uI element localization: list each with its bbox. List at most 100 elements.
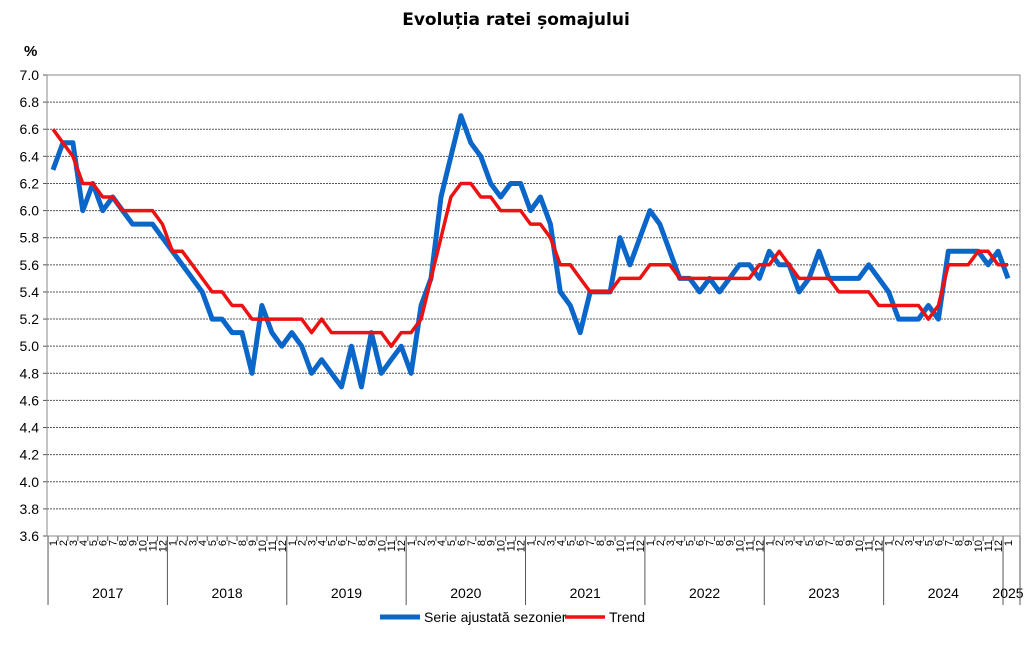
month-label: 3 bbox=[307, 540, 319, 546]
month-label: 9 bbox=[963, 540, 975, 546]
month-label: 2 bbox=[177, 540, 189, 546]
month-label: 8 bbox=[953, 540, 965, 546]
y-axis-label: % bbox=[24, 43, 37, 60]
y-tick-label: 4.0 bbox=[20, 474, 40, 490]
month-label: 2 bbox=[774, 540, 786, 546]
series-line-seasonally-adjusted bbox=[50, 113, 1011, 390]
month-label: 1 bbox=[884, 540, 896, 546]
month-label: 3 bbox=[426, 540, 438, 546]
month-label: 7 bbox=[585, 540, 597, 546]
month-label: 8 bbox=[476, 540, 488, 546]
month-label: 9 bbox=[366, 540, 378, 546]
month-label: 4 bbox=[794, 540, 806, 546]
month-label: 1 bbox=[48, 540, 60, 546]
year-label: 2019 bbox=[331, 585, 362, 601]
month-label: 8 bbox=[237, 540, 249, 546]
month-label: 3 bbox=[665, 540, 677, 546]
month-label: 2 bbox=[535, 540, 547, 546]
month-label: 5 bbox=[685, 540, 697, 546]
month-label: 6 bbox=[217, 540, 229, 546]
month-label: 11 bbox=[744, 540, 756, 551]
month-label: 5 bbox=[804, 540, 816, 546]
month-label: 11 bbox=[983, 540, 995, 551]
month-label: 10 bbox=[615, 540, 627, 552]
month-label: 3 bbox=[904, 540, 916, 546]
month-label: 4 bbox=[555, 540, 567, 546]
month-label: 2 bbox=[655, 540, 667, 546]
y-tick-label: 5.0 bbox=[20, 338, 40, 354]
month-label: 7 bbox=[227, 540, 239, 546]
month-label: 5 bbox=[88, 540, 100, 546]
month-label: 5 bbox=[207, 540, 219, 546]
month-label: 1 bbox=[526, 540, 538, 546]
month-label: 3 bbox=[68, 540, 80, 546]
month-label: 1 bbox=[167, 540, 179, 546]
legend: Serie ajustată sezonier Trend bbox=[380, 609, 645, 625]
y-tick-label: 3.6 bbox=[20, 528, 40, 544]
legend-label: Trend bbox=[609, 609, 645, 625]
month-label: 3 bbox=[784, 540, 796, 546]
month-label: 2 bbox=[894, 540, 906, 546]
month-label: 12 bbox=[396, 540, 408, 552]
month-label: 12 bbox=[874, 540, 886, 552]
legend-label: Serie ajustată sezonier bbox=[424, 609, 567, 625]
month-label: 10 bbox=[138, 540, 150, 552]
chart-title: Evoluția ratei șomajului bbox=[402, 10, 630, 30]
month-label: 12 bbox=[635, 540, 647, 552]
month-label: 10 bbox=[973, 540, 985, 552]
month-label: 11 bbox=[506, 540, 518, 551]
month-label: 3 bbox=[187, 540, 199, 546]
month-label: 4 bbox=[197, 540, 209, 546]
month-label: 4 bbox=[436, 540, 448, 546]
month-label: 10 bbox=[376, 540, 388, 552]
month-label: 3 bbox=[545, 540, 557, 546]
month-label: 2 bbox=[416, 540, 428, 546]
month-label: 9 bbox=[486, 540, 498, 546]
month-label: 1 bbox=[764, 540, 776, 546]
year-label: 2021 bbox=[570, 585, 601, 601]
month-label: 1 bbox=[645, 540, 657, 546]
month-label: 4 bbox=[78, 540, 90, 546]
month-label: 7 bbox=[824, 540, 836, 546]
y-tick-label: 3.8 bbox=[20, 501, 40, 517]
month-label: 8 bbox=[356, 540, 368, 546]
year-label: 2017 bbox=[92, 585, 123, 601]
month-label: 6 bbox=[575, 540, 587, 546]
y-tick-label: 5.8 bbox=[20, 230, 40, 246]
year-label: 2020 bbox=[450, 585, 481, 601]
month-label: 7 bbox=[346, 540, 358, 546]
month-label: 4 bbox=[675, 540, 687, 546]
y-tick-label: 4.8 bbox=[20, 365, 40, 381]
month-label: 8 bbox=[595, 540, 607, 546]
year-label: 2024 bbox=[928, 585, 959, 601]
month-label: 11 bbox=[864, 540, 876, 551]
month-label: 4 bbox=[913, 540, 925, 546]
month-label: 5 bbox=[565, 540, 577, 546]
month-label: 8 bbox=[834, 540, 846, 546]
y-tick-label: 5.2 bbox=[20, 311, 40, 327]
month-label: 4 bbox=[317, 540, 329, 546]
month-label: 5 bbox=[923, 540, 935, 546]
y-tick-label: 4.6 bbox=[20, 392, 40, 408]
y-tick-label: 6.6 bbox=[20, 121, 40, 137]
y-tick-label: 6.8 bbox=[20, 94, 40, 110]
month-label: 12 bbox=[277, 540, 289, 552]
y-tick-label: 4.2 bbox=[20, 447, 40, 463]
month-label: 9 bbox=[605, 540, 617, 546]
month-label: 12 bbox=[754, 540, 766, 552]
y-tick-label: 4.4 bbox=[20, 420, 40, 436]
month-label: 10 bbox=[854, 540, 866, 552]
month-label: 11 bbox=[386, 540, 398, 551]
month-label: 5 bbox=[327, 540, 339, 546]
month-label: 9 bbox=[844, 540, 856, 546]
month-label: 11 bbox=[147, 540, 159, 551]
month-label: 7 bbox=[108, 540, 120, 546]
month-label: 12 bbox=[993, 540, 1005, 552]
month-label: 8 bbox=[715, 540, 727, 546]
month-label: 11 bbox=[625, 540, 637, 551]
plot-area bbox=[46, 74, 1021, 537]
month-label: 10 bbox=[257, 540, 269, 552]
month-label: 7 bbox=[705, 540, 717, 546]
month-label: 9 bbox=[128, 540, 140, 546]
month-label: 12 bbox=[157, 540, 169, 552]
